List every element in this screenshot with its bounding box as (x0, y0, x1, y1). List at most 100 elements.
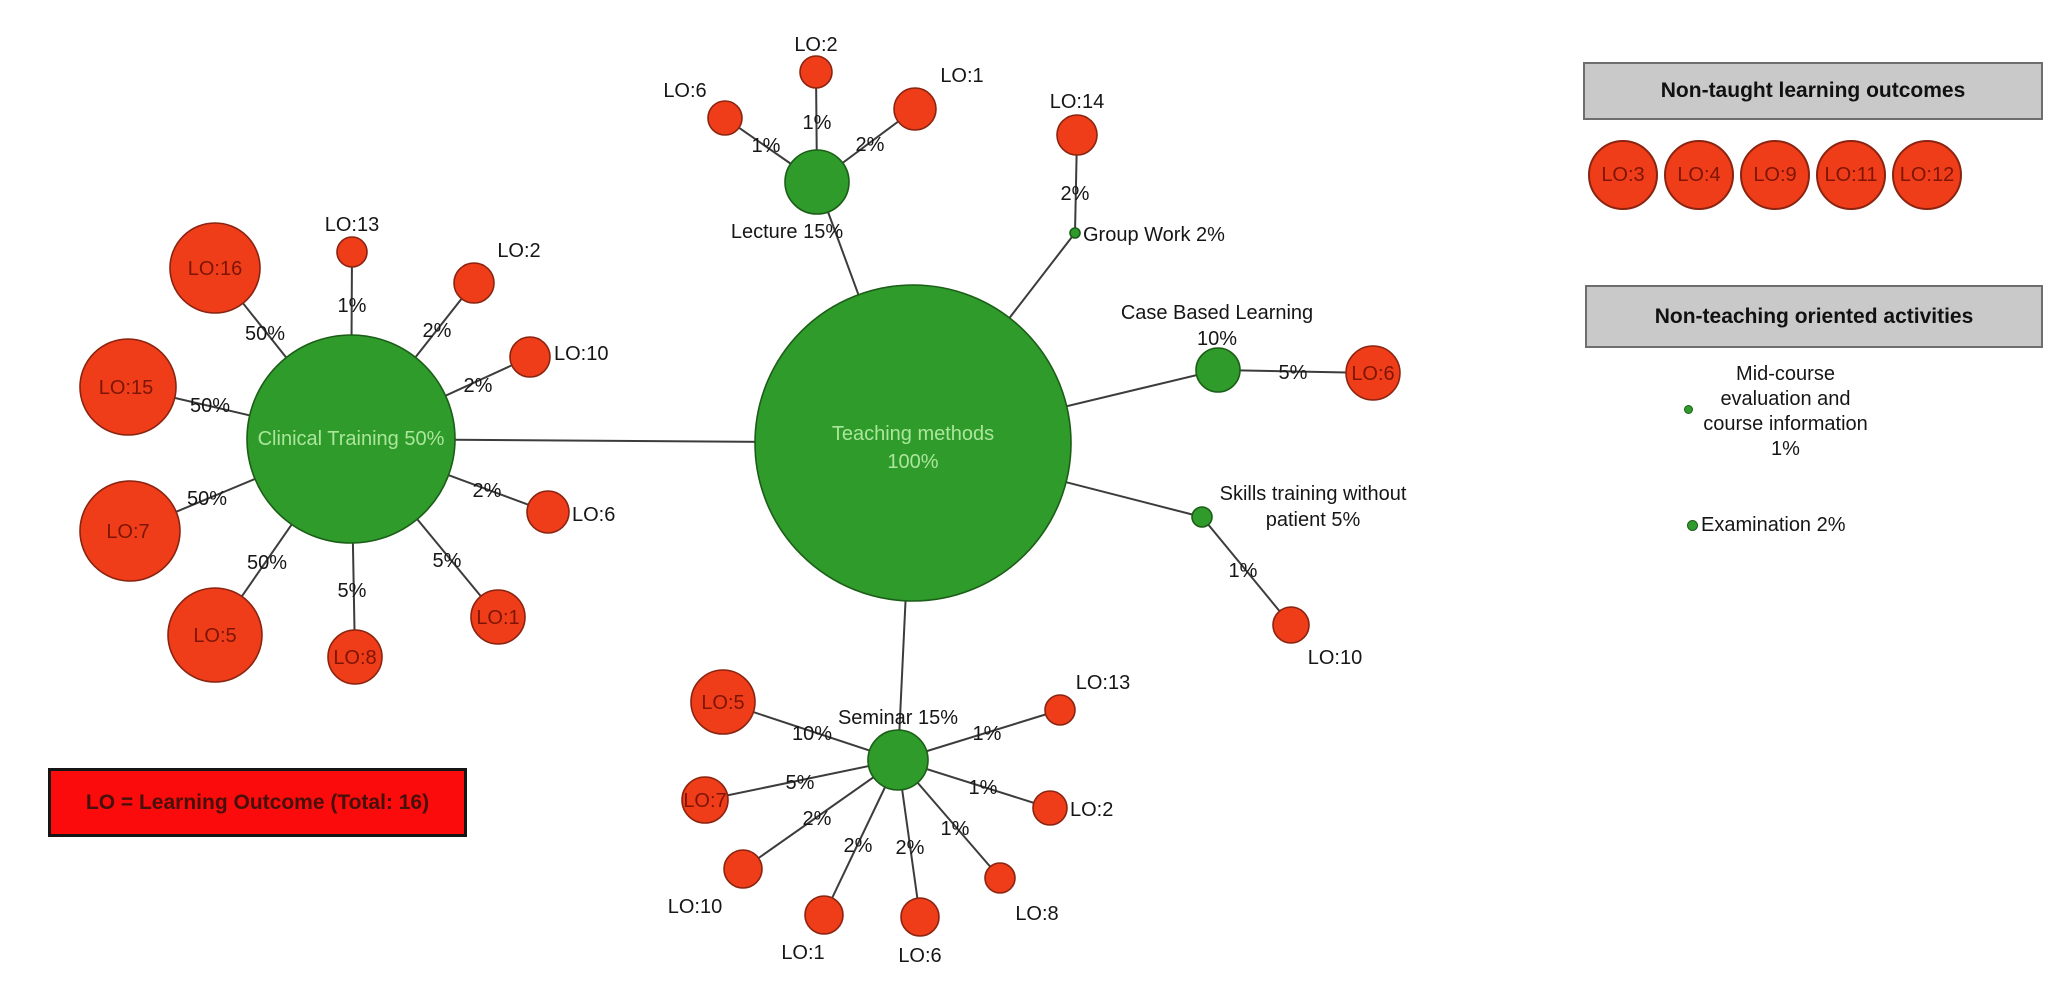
edge-skills-s10 (1201, 516, 1292, 626)
edge-label-groupwork-g14: 2% (1061, 183, 1090, 205)
node-label-b6: LO:6 (1351, 363, 1394, 385)
node-label-m13: LO:13 (1076, 672, 1130, 694)
node-label-c6c: LO:6 (572, 504, 615, 526)
node-groupwork (1069, 227, 1081, 239)
node-c8 (327, 629, 383, 685)
node-teaching (754, 284, 1072, 602)
node-label-c1c: LO:1 (476, 607, 519, 629)
node-label-c13: LO:13 (325, 214, 379, 236)
node-label-lecture: Lecture 15% (731, 221, 844, 243)
edge-label-seminar-m7: 5% (786, 772, 815, 794)
node-c5 (167, 587, 263, 683)
node-label-c10c: LO:10 (554, 343, 608, 365)
non-teaching-header: Non-teaching oriented activities (1585, 285, 2043, 348)
legend-outcome-lo-3: LO:3 (1588, 140, 1658, 210)
node-l1 (893, 87, 937, 131)
legend-outcome-lo-11: LO:11 (1816, 140, 1886, 210)
node-c2c (453, 262, 495, 304)
node-c15 (79, 338, 177, 436)
node-label-groupwork: Group Work 2% (1083, 224, 1225, 246)
node-c1c (470, 589, 526, 645)
edge-label-clinical-c13: 1% (338, 295, 367, 317)
edge-label-lecture-l1: 2% (856, 134, 885, 156)
node-cbl (1195, 347, 1241, 393)
node-label-m10: LO:10 (668, 896, 722, 918)
edge-label-clinical-c6c: 2% (473, 480, 502, 502)
examination-label: Examination 2% (1701, 514, 1846, 536)
node-skills (1191, 506, 1213, 528)
node-label-c7c: LO:7 (106, 521, 149, 543)
mid-course-label: Mid-course evaluation and course informa… (1703, 363, 1868, 460)
node-label-clinical: Clinical Training 50% (258, 428, 445, 450)
node-b6 (1345, 345, 1401, 401)
lo-key-box: LO = Learning Outcome (Total: 16) (48, 768, 467, 837)
edge-seminar-m7 (704, 759, 899, 801)
node-label-c15: LO:15 (99, 377, 153, 399)
node-clinical (246, 334, 456, 544)
legend-outcome-lo-4: LO:4 (1664, 140, 1734, 210)
node-g14 (1056, 114, 1098, 156)
legend-outcome-lo-12: LO:12 (1892, 140, 1962, 210)
node-lecture (784, 149, 850, 215)
edge-label-lecture-l6: 1% (752, 135, 781, 157)
node-c10c (509, 336, 551, 378)
node-l2 (799, 55, 833, 89)
lo-key-label: LO = Learning Outcome (Total: 16) (85, 790, 430, 814)
edge-label-clinical-c2c: 2% (423, 320, 452, 342)
node-label-skills: Skills training without (1220, 483, 1407, 505)
node-label-m5: LO:5 (701, 692, 744, 714)
edge-label-seminar-m8: 1% (941, 818, 970, 840)
edge-label-lecture-l2: 1% (803, 112, 832, 134)
node-label-m8: LO:8 (1015, 903, 1058, 925)
node-m8 (984, 862, 1016, 894)
node-c13 (336, 236, 368, 268)
node-m6 (900, 897, 940, 937)
edge-label-seminar-m2: 1% (969, 777, 998, 799)
non-taught-header: Non-taught learning outcomes (1583, 62, 2043, 120)
node-label-g14: LO:14 (1050, 91, 1104, 113)
node-label-teaching: Teaching methods (832, 423, 994, 445)
node-m13 (1044, 694, 1076, 726)
edge-label-clinical-c15: 50% (190, 395, 230, 417)
non-teaching-title: Non-teaching oriented activities (1654, 304, 1974, 328)
node-label-m7: LO:7 (683, 790, 726, 812)
node-m1 (804, 895, 844, 935)
edge-label-seminar-m13: 1% (973, 723, 1002, 745)
edge-label-cbl-b6: 5% (1279, 362, 1308, 384)
node-m7 (681, 776, 729, 824)
node-label-cbl: Case Based Learning (1121, 302, 1313, 324)
mid-course-dot (1684, 405, 1693, 414)
edge-label-clinical-c1c: 5% (433, 550, 462, 572)
legend-outcome-lo-9: LO:9 (1740, 140, 1810, 210)
examination-dot (1687, 520, 1698, 531)
node-m2 (1032, 790, 1068, 826)
edge-label-clinical-c16: 50% (245, 323, 285, 345)
node-seminar (867, 729, 929, 791)
edge-label-skills-s10: 1% (1229, 560, 1258, 582)
non-taught-title: Non-taught learning outcomes (1660, 79, 1966, 102)
edge-label-clinical-c10c: 2% (464, 375, 493, 397)
node-label-c16: LO:16 (188, 258, 242, 280)
node-c6c (526, 490, 570, 534)
node-label-c8: LO:8 (333, 647, 376, 669)
edge-label-clinical-c7c: 50% (187, 488, 227, 510)
node-label-teaching: 100% (887, 451, 938, 473)
node-label-m2: LO:2 (1070, 799, 1113, 821)
edge-label-clinical-c8: 5% (338, 580, 367, 602)
edge-label-seminar-m5: 10% (792, 723, 832, 745)
edge-label-seminar-m6: 2% (896, 837, 925, 859)
node-c7c (79, 480, 181, 582)
edge-label-seminar-m1: 2% (844, 835, 873, 857)
node-m10 (723, 849, 763, 889)
node-label-l6: LO:6 (663, 80, 706, 102)
edge-label-seminar-m10: 2% (803, 808, 832, 830)
edge-seminar-m10 (742, 759, 899, 870)
node-label-c2c: LO:2 (497, 240, 540, 262)
edge-label-clinical-c5: 50% (247, 552, 287, 574)
node-s10 (1272, 606, 1310, 644)
node-label-seminar: Seminar 15% (838, 707, 958, 729)
node-label-l1: LO:1 (940, 65, 983, 87)
node-label-m1: LO:1 (781, 942, 824, 964)
